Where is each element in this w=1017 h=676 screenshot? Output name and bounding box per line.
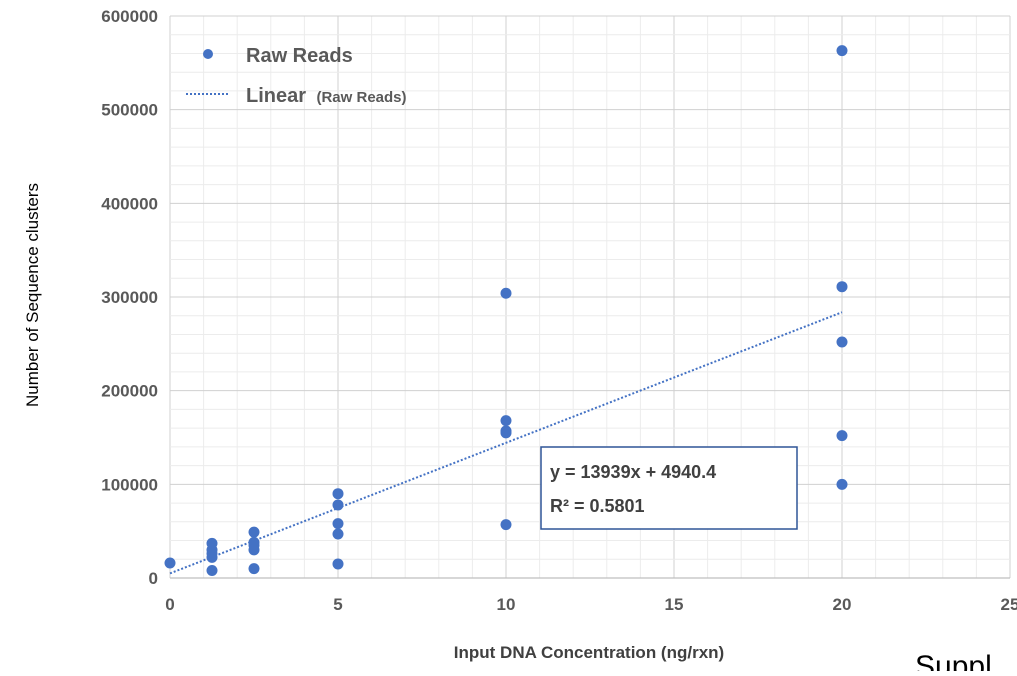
y-tick-label: 600000: [101, 7, 158, 26]
data-point: [332, 558, 344, 570]
data-point: [836, 478, 848, 490]
trendline-linear: [169, 311, 843, 575]
data-point: [248, 544, 260, 556]
trendline-equation: y = 13939x + 4940.4: [550, 462, 716, 482]
data-point: [248, 563, 260, 575]
equation-box-frame: [540, 446, 798, 530]
data-points: [164, 45, 848, 577]
y-axis-title: Number of Sequence clusters: [23, 183, 42, 407]
data-point: [332, 528, 344, 540]
legend: Raw Reads Linear (Raw Reads): [186, 45, 407, 107]
legend-linear-name: Linear: [246, 85, 306, 107]
data-point: [836, 281, 848, 293]
y-tick-label: 200000: [101, 382, 158, 401]
data-point: [206, 565, 218, 577]
legend-marker-raw-reads: [203, 49, 213, 59]
data-point: [500, 415, 512, 427]
legend-label-raw-reads: Raw Reads: [246, 45, 353, 67]
equation-box: y = 13939x + 4940.4 R² = 0.5801: [540, 446, 798, 530]
trendline-r-squared: R² = 0.5801: [550, 496, 645, 516]
trendline-layer: [169, 311, 843, 575]
y-tick-label: 0: [149, 569, 158, 588]
x-tick-label: 5: [333, 595, 342, 614]
data-point: [836, 336, 848, 348]
data-point: [332, 518, 344, 530]
data-point: [332, 499, 344, 511]
data-point: [500, 287, 512, 299]
x-tick-label: 25: [1001, 595, 1017, 614]
data-point: [500, 427, 512, 439]
x-tick-label: 15: [665, 595, 684, 614]
x-tick-label: 20: [833, 595, 852, 614]
data-point: [206, 551, 218, 563]
x-axis-title: Input DNA Concentration (ng/rxn): [454, 643, 724, 662]
legend-linear-suffix: (Raw Reads): [316, 89, 406, 106]
data-point: [836, 45, 848, 57]
y-tick-label: 100000: [101, 475, 158, 494]
x-tick-label: 10: [497, 595, 516, 614]
y-tick-label: 300000: [101, 288, 158, 307]
data-point: [164, 557, 176, 569]
x-tick-label: 0: [165, 595, 174, 614]
axis-labels: 0 100000 200000 300000 400000 500000 600000 0 5 1…: [101, 7, 1017, 614]
y-tick-label: 400000: [101, 194, 158, 213]
legend-label-linear: Linear (Raw Reads): [246, 85, 407, 107]
data-point: [500, 519, 512, 531]
cropped-caption-text: Suppl: [915, 650, 992, 671]
data-point: [248, 526, 260, 538]
y-tick-label: 500000: [101, 101, 158, 120]
data-point: [332, 488, 344, 500]
data-point: [836, 430, 848, 442]
